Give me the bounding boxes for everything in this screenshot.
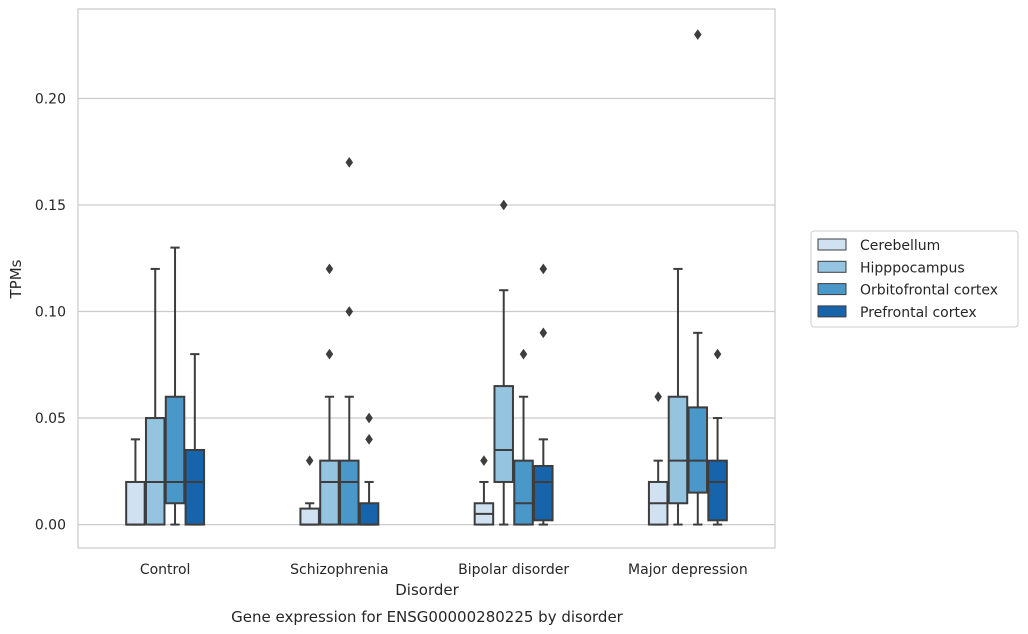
box-3-3 [707, 348, 728, 526]
box-3-2 [533, 263, 554, 526]
box-3-0 [184, 353, 206, 526]
box-1-2 [493, 199, 514, 526]
box-iqr [513, 459, 534, 526]
box-iqr [125, 480, 146, 526]
outlier-point [365, 412, 373, 424]
box-iqr [319, 459, 340, 526]
box-0-1 [299, 455, 320, 526]
outlier-point [325, 348, 334, 360]
box-iqr [533, 464, 554, 522]
plot-area-frame [77, 8, 776, 549]
legend-swatch [817, 283, 847, 296]
box-0-0 [125, 438, 146, 526]
box-0-2 [473, 455, 495, 526]
legend-swatch [817, 238, 847, 251]
box-iqr [184, 449, 206, 526]
box-1-3 [667, 267, 689, 526]
y-tick-label: 0.20 [35, 91, 66, 107]
box-1-0 [144, 267, 166, 526]
y-tick-label: 0.15 [35, 198, 66, 214]
y-tick-label: 0.00 [35, 518, 66, 534]
box-series [125, 29, 728, 526]
outlier-point [345, 306, 354, 317]
outlier-point [480, 455, 488, 467]
x-tick-labels: Control Schizophrenia Bipolar disorder Majo… [140, 562, 748, 578]
outlier-point [713, 348, 722, 360]
box-iqr [144, 417, 166, 526]
outlier-point [539, 263, 548, 275]
legend-frame [810, 230, 1019, 328]
chart-caption: Gene expression for ENSG00000280225 by d… [231, 608, 624, 626]
outlier-point [499, 199, 508, 211]
box-1-1 [319, 263, 340, 526]
outlier-point [519, 348, 528, 360]
x-tick-label: Schizophrenia [290, 562, 388, 578]
box-2-0 [164, 246, 186, 526]
legend-label: Cerebellum [860, 238, 940, 254]
outlier-point [654, 391, 662, 403]
outlier-point [325, 263, 334, 275]
box-iqr [493, 385, 514, 483]
y-tick-label: 0.05 [35, 411, 66, 427]
y-tick-labels: 0.00 0.05 0.10 0.15 0.20 [35, 91, 66, 533]
box-iqr [339, 459, 360, 526]
box-2-3 [687, 29, 709, 526]
legend-label: Hipppocampus [860, 260, 965, 276]
outlier-point [693, 29, 702, 41]
y-axis-label: TPMs [7, 259, 25, 299]
box-0-3 [647, 391, 669, 526]
x-tick-label: Control [140, 562, 191, 578]
outlier-point [305, 455, 314, 467]
legend-swatch [817, 260, 847, 273]
outlier-point [539, 327, 548, 339]
y-tick-label: 0.10 [35, 305, 66, 321]
box-iqr [687, 406, 709, 494]
box-3-1 [358, 412, 380, 526]
box-2-2 [513, 348, 534, 526]
box-iqr [164, 395, 186, 505]
x-tick-label: Major depression [628, 562, 748, 578]
legend-label: Prefrontal cortex [860, 305, 977, 321]
box-iqr [667, 395, 689, 505]
legend: Cerebellum Hipppocampus Orbitofrontal cort… [810, 230, 1019, 328]
x-axis-label: Disorder [395, 581, 459, 599]
outlier-point [345, 156, 354, 168]
legend-swatch [817, 305, 847, 318]
box-iqr [358, 502, 380, 526]
box-iqr [707, 459, 728, 522]
x-tick-label: Bipolar disorder [458, 562, 569, 578]
box-iqr [299, 507, 320, 526]
box-2-1 [339, 156, 360, 526]
legend-label: Orbitofrontal cortex [860, 283, 998, 299]
outlier-point [365, 433, 373, 445]
